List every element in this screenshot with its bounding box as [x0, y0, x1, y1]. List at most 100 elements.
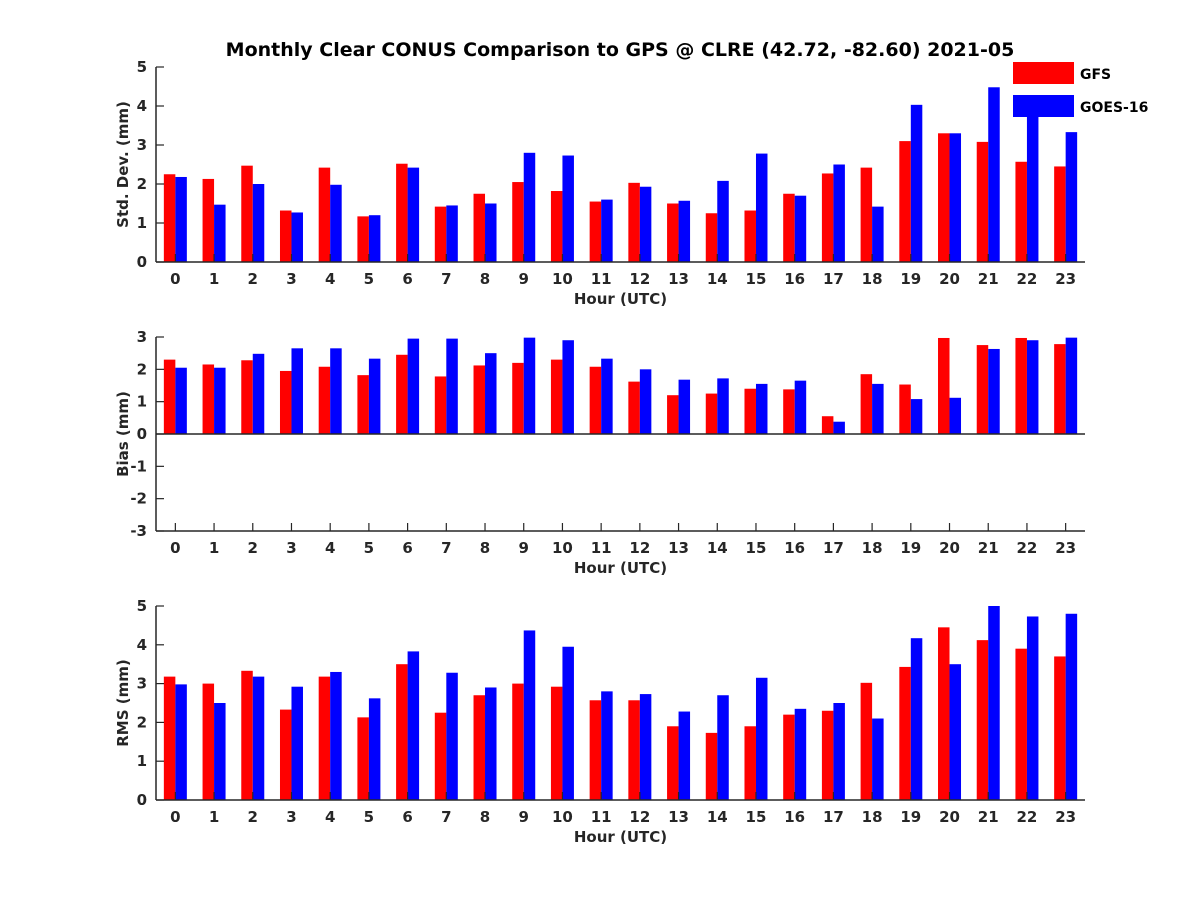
- bias-xtick-label: 22: [1017, 539, 1038, 557]
- rms-xtick-label: 23: [1055, 808, 1076, 826]
- rms-xtick-label: 18: [862, 808, 883, 826]
- bias-bar-goes16-5: [368, 358, 381, 434]
- bias-ytick-label: 1: [137, 393, 147, 411]
- rms-xtick-label: 15: [746, 808, 767, 826]
- bias-xlabel: Hour (UTC): [574, 559, 667, 577]
- stddev-xtick-label: 22: [1017, 270, 1038, 288]
- bias-bar-gfs-1: [202, 364, 215, 434]
- stddev-bar-gfs-12: [628, 182, 640, 262]
- rms-bar-goes16-9: [523, 630, 536, 800]
- bias-bar-goes16-23: [1065, 337, 1078, 434]
- bias-bar-gfs-17: [821, 416, 834, 434]
- rms-bar-gfs-19: [899, 666, 911, 800]
- bias-xtick-label: 13: [668, 539, 689, 557]
- bias-bar-gfs-23: [1054, 344, 1066, 434]
- stddev-bar-goes16-13: [678, 200, 691, 262]
- stddev-bar-goes16-4: [330, 184, 342, 262]
- rms-bar-gfs-8: [473, 695, 486, 800]
- stddev-bar-gfs-3: [279, 210, 292, 262]
- stddev-xtick-label: 17: [823, 270, 844, 288]
- stddev-ytick-label: 2: [137, 175, 147, 193]
- bias-xtick-label: 11: [591, 539, 612, 557]
- rms-xtick-label: 5: [364, 808, 374, 826]
- stddev-bar-gfs-7: [434, 206, 447, 262]
- stddev-ytick-label: 1: [137, 214, 147, 232]
- rms-bar-gfs-7: [434, 712, 447, 800]
- rms-xtick-label: 11: [591, 808, 612, 826]
- rms-bar-goes16-5: [368, 698, 381, 800]
- rms-bar-gfs-16: [783, 714, 795, 800]
- bias-bar-gfs-0: [163, 359, 176, 434]
- stddev-bar-gfs-17: [821, 173, 834, 262]
- stddev-bar-gfs-19: [899, 141, 911, 262]
- stddev-bar-goes16-22: [1026, 115, 1039, 262]
- bias-xtick-label: 10: [552, 539, 573, 557]
- rms-bar-goes16-0: [175, 684, 187, 800]
- bias-bar-goes16-21: [988, 348, 1000, 434]
- bias-ytick-label: -2: [130, 490, 147, 508]
- rms-bar-goes16-8: [485, 687, 497, 800]
- rms-xtick-label: 12: [629, 808, 650, 826]
- stddev-bar-goes16-6: [407, 167, 420, 262]
- stddev-bar-gfs-15: [744, 210, 756, 262]
- stddev-bar-gfs-21: [976, 141, 989, 262]
- bias-bar-gfs-21: [976, 345, 989, 434]
- stddev-bar-goes16-16: [794, 195, 807, 262]
- stddev-xtick-label: 15: [746, 270, 767, 288]
- stddev-bar-goes16-20: [949, 133, 962, 262]
- chart-title: Monthly Clear CONUS Comparison to GPS @ …: [226, 39, 1015, 61]
- bias-ytick-label: 3: [137, 328, 147, 346]
- rms-bar-goes16-15: [755, 677, 768, 800]
- stddev-bar-goes16-18: [872, 206, 884, 262]
- rms-xtick-label: 4: [325, 808, 335, 826]
- bias-ytick-label: 2: [137, 360, 147, 378]
- rms-ylabel: RMS (mm): [114, 659, 132, 746]
- stddev-bar-goes16-21: [988, 87, 1000, 262]
- stddev-bar-gfs-18: [860, 167, 873, 262]
- bias-bar-gfs-18: [860, 374, 873, 434]
- rms-xtick-label: 9: [519, 808, 529, 826]
- rms-xtick-label: 13: [668, 808, 689, 826]
- stddev-bar-gfs-11: [589, 201, 602, 262]
- stddev-xtick-label: 18: [862, 270, 883, 288]
- rms-bar-goes16-12: [639, 694, 652, 800]
- stddev-bar-gfs-23: [1054, 166, 1066, 262]
- bias-bar-goes16-4: [330, 348, 342, 434]
- bias-xtick-label: 16: [784, 539, 805, 557]
- stddev-xtick-label: 3: [286, 270, 296, 288]
- stddev-ytick-label: 5: [137, 58, 147, 76]
- rms-ytick-label: 5: [137, 597, 147, 615]
- rms-bar-goes16-1: [214, 703, 226, 800]
- stddev-bar-gfs-22: [1015, 161, 1027, 262]
- bias-bar-goes16-16: [794, 380, 807, 434]
- rms-bar-goes16-4: [330, 671, 342, 800]
- rms-bar-goes16-6: [407, 651, 420, 800]
- rms-bar-gfs-5: [357, 717, 369, 800]
- rms-bar-goes16-10: [562, 646, 574, 800]
- bias-bar-gfs-22: [1015, 337, 1027, 434]
- stddev-xtick-label: 19: [900, 270, 921, 288]
- bias-bar-goes16-3: [291, 348, 303, 434]
- stddev-bar-goes16-19: [910, 104, 923, 262]
- rms-bar-goes16-17: [833, 703, 845, 800]
- bias-xtick-label: 19: [900, 539, 921, 557]
- rms-xlabel: Hour (UTC): [574, 828, 667, 846]
- stddev-bar-gfs-8: [473, 193, 486, 262]
- bias-bar-goes16-15: [755, 383, 768, 434]
- bias-bar-goes16-1: [214, 367, 226, 434]
- rms-bar-gfs-11: [589, 700, 602, 800]
- stddev-xtick-label: 9: [519, 270, 529, 288]
- stddev-xtick-label: 12: [629, 270, 650, 288]
- stddev-xtick-label: 16: [784, 270, 805, 288]
- legend: GFS GOES-16: [1013, 62, 1148, 117]
- stddev-ytick-label: 3: [137, 136, 147, 154]
- rms-bar-goes16-13: [678, 711, 691, 800]
- stddev-xtick-label: 2: [248, 270, 258, 288]
- rms-xtick-label: 2: [248, 808, 258, 826]
- stddev-bar-gfs-5: [357, 216, 369, 262]
- bias-bar-goes16-14: [717, 378, 729, 434]
- rms-bar-gfs-13: [667, 726, 679, 800]
- rms-bar-goes16-11: [601, 691, 613, 800]
- bias-bar-goes16-13: [678, 379, 691, 434]
